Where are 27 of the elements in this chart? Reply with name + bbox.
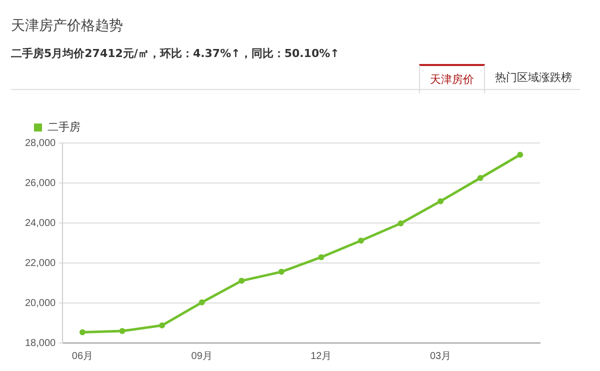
point: [477, 175, 484, 181]
point: [159, 322, 166, 328]
point: [79, 329, 86, 336]
text: 天津房价: [419, 64, 485, 94]
x-tick-label: 03月: [430, 350, 452, 362]
point: [398, 220, 404, 226]
x-tick-label: 12月: [310, 350, 332, 362]
y-tick-label: 24,000: [24, 218, 56, 229]
point: [119, 328, 126, 334]
point: [318, 254, 324, 260]
point: [517, 152, 524, 158]
point: [238, 278, 245, 284]
point: [198, 299, 205, 306]
text: 热门区域涨跌榜: [494, 70, 573, 86]
chart-subtitle: 二手房5月均价27412元/㎡，环比：4.37%↑，同比：50.10%↑: [11, 46, 340, 61]
x-tick-label: 09月: [191, 350, 212, 362]
x-tick-label: 06月: [72, 350, 94, 362]
point: [438, 198, 444, 204]
y-tick-label: 22,000: [24, 258, 56, 269]
y-tick-label: 26,000: [24, 178, 56, 189]
point: [358, 238, 364, 244]
y-tick-label: 20,000: [24, 298, 56, 309]
legend-label: 二手房: [48, 120, 80, 134]
y-tick-label: 28,000: [24, 138, 56, 149]
point: [278, 268, 284, 275]
chart-title: 天津房产价格趋势: [11, 17, 123, 35]
y-tick-label: 18,000: [24, 338, 56, 349]
